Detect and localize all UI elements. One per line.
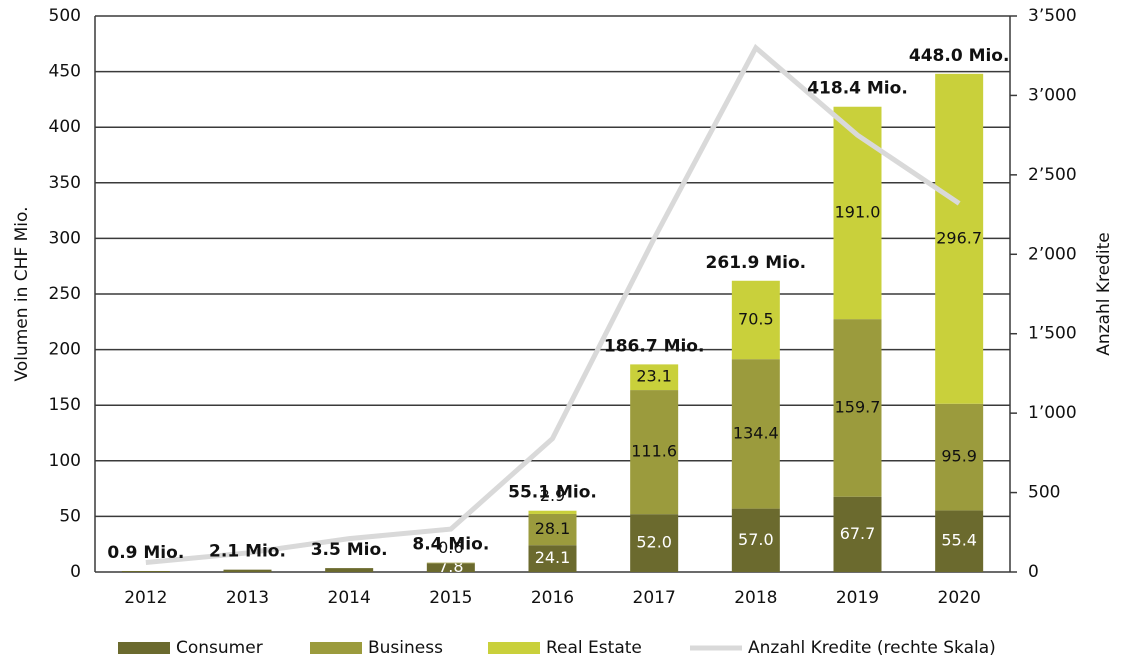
y-tick-label: 0 <box>70 562 81 582</box>
x-tick-label: 2016 <box>531 588 574 608</box>
y-tick-label: 300 <box>49 228 81 248</box>
value-label: 0.6 <box>438 538 463 557</box>
value-label: 296.7 <box>936 228 982 247</box>
total-label: 0.9 Mio. <box>107 543 184 563</box>
bar-segment <box>528 545 577 572</box>
y2-tick-label: 3’500 <box>1028 6 1077 26</box>
total-label: 55.1 Mio. <box>508 483 597 503</box>
x-tick-label: 2017 <box>633 588 676 608</box>
value-label: 55.4 <box>941 531 977 550</box>
value-label: 24.1 <box>535 548 571 567</box>
legend-label: Anzahl Kredite (rechte Skala) <box>748 638 996 658</box>
y2-tick-label: 0 <box>1028 562 1039 582</box>
value-label: 134.4 <box>733 423 779 442</box>
bar-segment <box>731 280 780 360</box>
y2-tick-label: 1’000 <box>1028 403 1077 423</box>
bar-segment <box>731 359 780 509</box>
bar-segment <box>325 568 374 572</box>
x-tick-label: 2014 <box>328 588 371 608</box>
y-tick-label: 50 <box>59 506 81 526</box>
bar-segment <box>935 73 984 404</box>
bar-segment <box>223 569 272 572</box>
value-label: 7.8 <box>438 557 463 576</box>
legend-swatch <box>118 642 170 654</box>
y2-tick-label: 1’500 <box>1028 324 1077 344</box>
x-tick-label: 2019 <box>836 588 879 608</box>
x-tick-label: 2012 <box>124 588 167 608</box>
legend-swatch <box>310 642 362 654</box>
bar-segment <box>121 570 170 572</box>
line-series <box>145 43 961 565</box>
total-label: 2.1 Mio. <box>209 542 286 562</box>
bar-segment <box>833 496 882 572</box>
total-label: 186.7 Mio. <box>604 336 705 356</box>
y-tick-label: 200 <box>49 340 81 360</box>
value-label: 111.6 <box>631 442 677 461</box>
y2-tick-label: 2’000 <box>1028 244 1077 264</box>
bar-segment <box>426 563 475 572</box>
y2-tick-label: 2’500 <box>1028 165 1077 185</box>
bar-segment <box>833 106 882 320</box>
value-label: 95.9 <box>941 447 977 466</box>
bar-segment <box>426 562 475 564</box>
total-label: 448.0 Mio. <box>909 46 1010 66</box>
value-label: 23.1 <box>636 367 672 386</box>
bar-segment <box>528 510 577 514</box>
y-tick-label: 150 <box>49 395 81 415</box>
total-label: 261.9 Mio. <box>706 253 807 273</box>
y2-tick-label: 3’000 <box>1028 85 1077 105</box>
value-label: 159.7 <box>835 397 881 416</box>
legend-label: Business <box>368 638 443 658</box>
x-tick-label: 2018 <box>734 588 777 608</box>
bar-segment <box>630 390 679 515</box>
y2-axis-label: Anzahl Kredite <box>1094 232 1114 356</box>
value-label: 70.5 <box>738 309 774 328</box>
legend-swatch <box>488 642 540 654</box>
total-label: 8.4 Mio. <box>412 535 489 555</box>
legend-label: Real Estate <box>546 638 642 658</box>
value-label: 28.1 <box>535 519 571 538</box>
bar-segment <box>935 403 984 511</box>
bar-segment <box>935 510 984 572</box>
value-label: 191.0 <box>835 202 881 221</box>
total-label: 3.5 Mio. <box>311 540 388 560</box>
bar-segment <box>528 513 577 546</box>
y-tick-label: 450 <box>49 62 81 82</box>
value-label: 2.9 <box>540 486 565 505</box>
value-label: 52.0 <box>636 533 672 552</box>
bar-segment <box>630 364 679 391</box>
value-label: 67.7 <box>840 524 876 543</box>
total-label: 418.4 Mio. <box>807 79 908 99</box>
y-tick-label: 500 <box>49 6 81 26</box>
value-label: 57.0 <box>738 530 774 549</box>
y-axis-label: Volumen in CHF Mio. <box>12 206 32 381</box>
y-tick-label: 400 <box>49 117 81 137</box>
y-tick-label: 250 <box>49 284 81 304</box>
x-tick-label: 2013 <box>226 588 269 608</box>
bar-segment <box>731 508 780 572</box>
y-tick-label: 350 <box>49 173 81 193</box>
x-tick-label: 2015 <box>429 588 472 608</box>
x-tick-label: 2020 <box>938 588 981 608</box>
y-tick-label: 100 <box>49 451 81 471</box>
bar-segment <box>630 514 679 572</box>
y2-tick-label: 500 <box>1028 483 1060 503</box>
bar-segment <box>833 319 882 497</box>
legend-label: Consumer <box>176 638 263 658</box>
